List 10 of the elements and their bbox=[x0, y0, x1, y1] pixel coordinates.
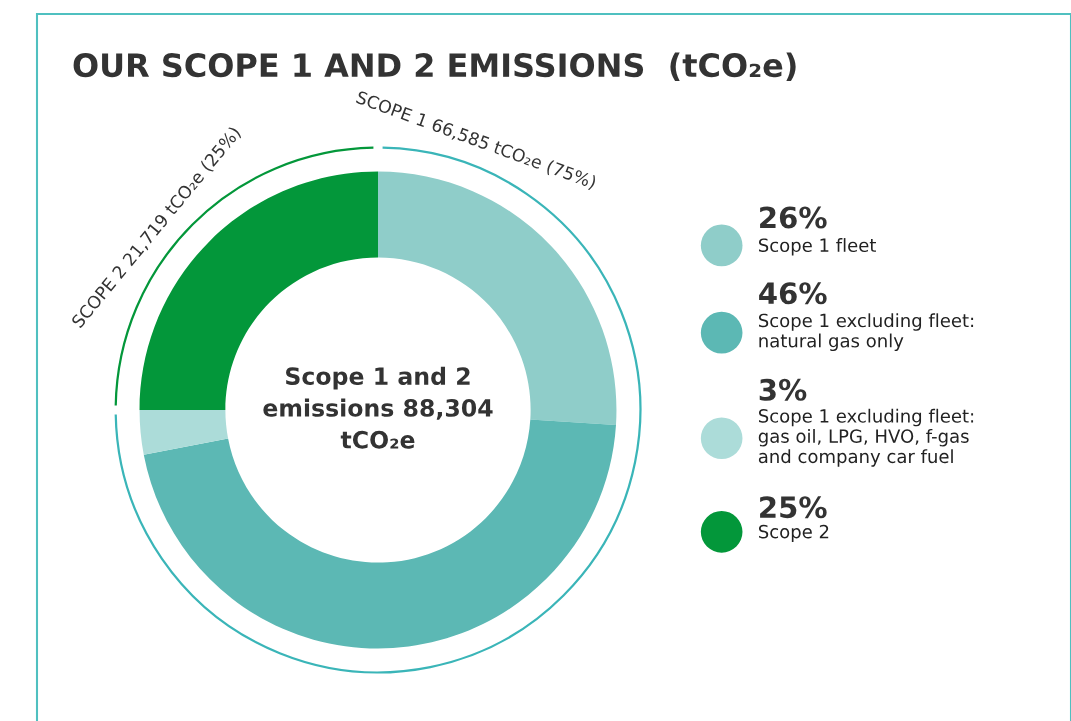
text: Scope 1 and 2 emissions 88,304 tCO₂e bbox=[263, 366, 493, 449]
data-label: 3% bbox=[759, 378, 807, 401]
legend-label: Scope 1 fleet bbox=[758, 238, 876, 256]
legend-label: Scope 2 bbox=[758, 524, 829, 542]
data-label: 25% bbox=[760, 496, 827, 519]
chart-title: OUR SCOPE 1 AND 2 EMISSIONS (tCO₂e) bbox=[73, 52, 796, 82]
data-label: 46% bbox=[759, 282, 827, 305]
legend-label: Scope 1 excluding fleet: natural gas only bbox=[758, 313, 974, 351]
data-label: 26% bbox=[760, 206, 827, 229]
legend-label: Scope 1 excluding fleet: gas oil, LPG, HVO, f-gas and company car fuel bbox=[758, 408, 974, 467]
